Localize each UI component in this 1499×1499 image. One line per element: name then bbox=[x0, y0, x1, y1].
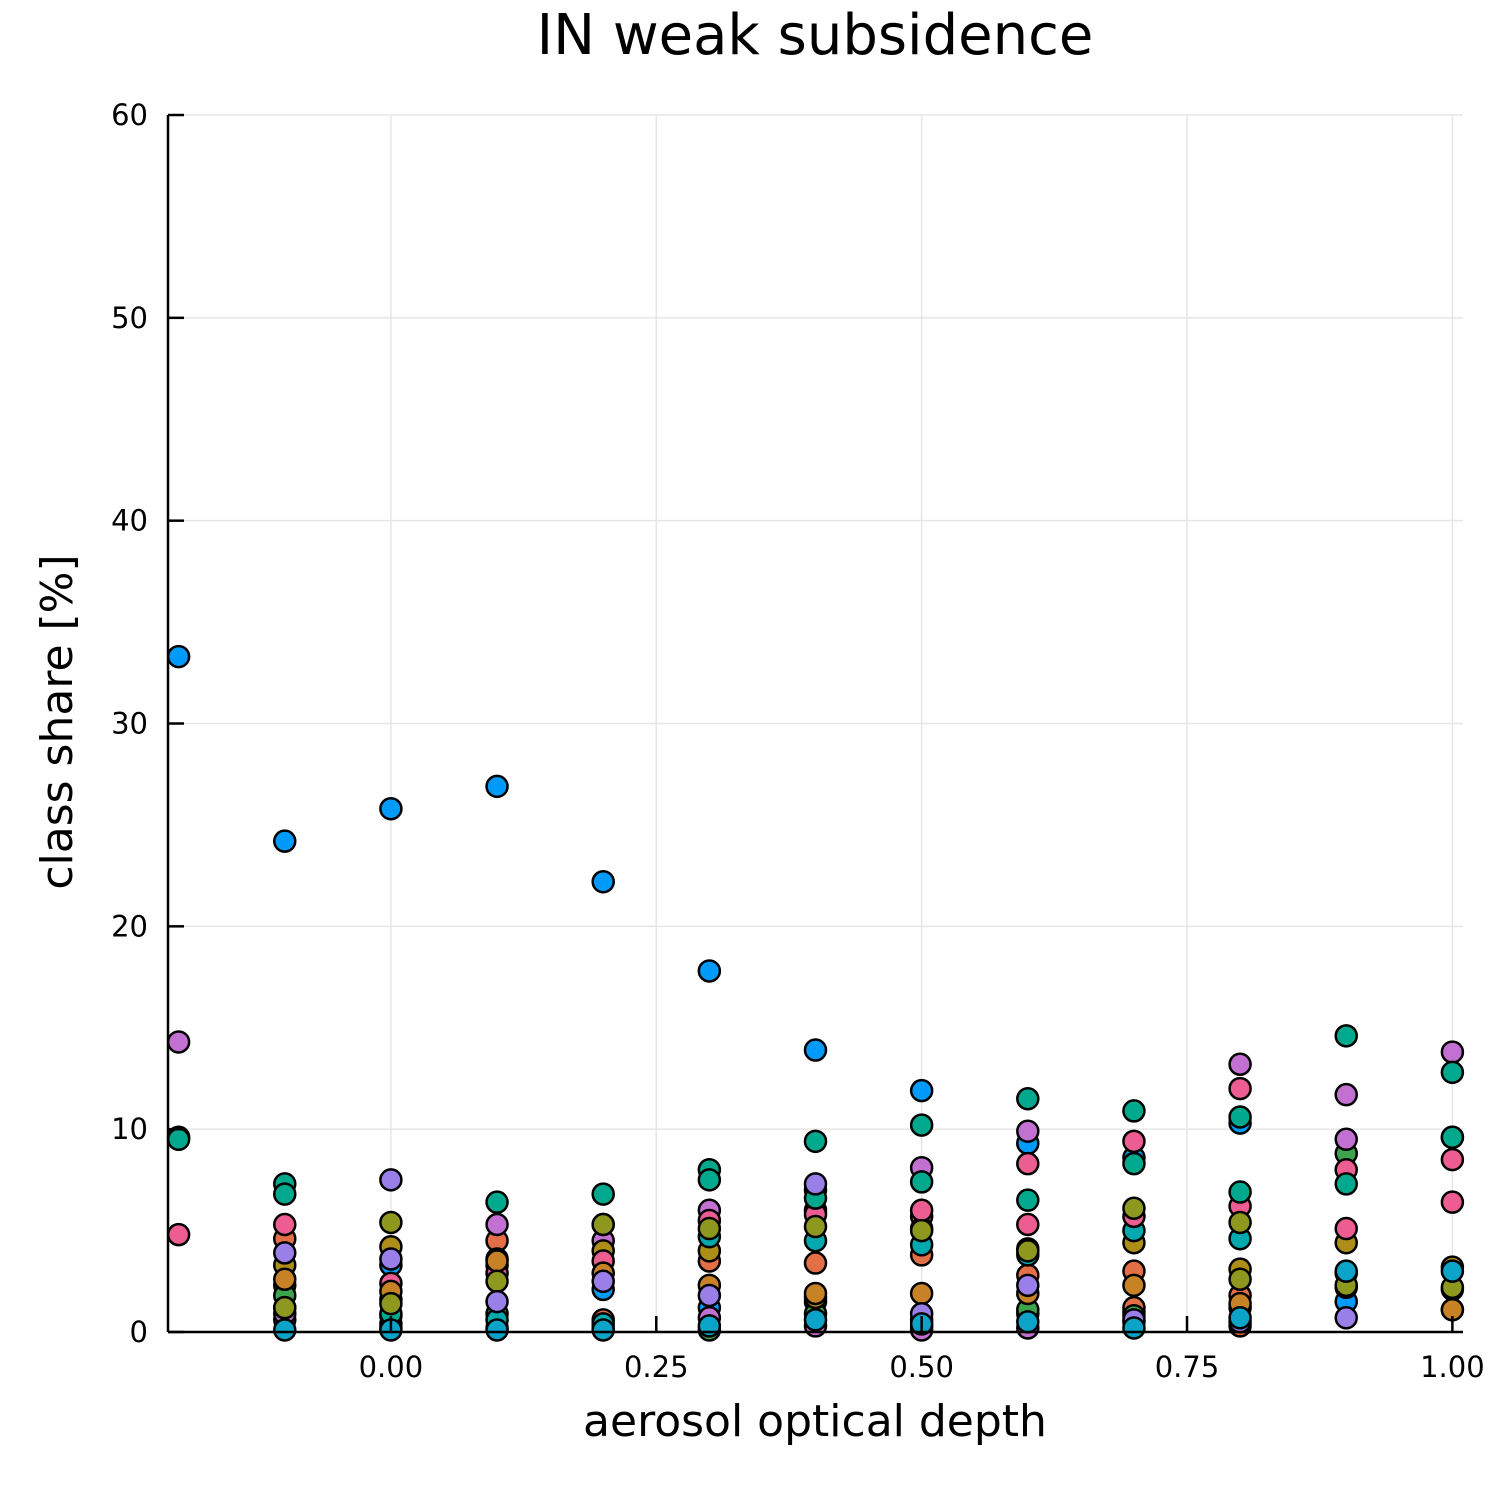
data-point bbox=[485, 1318, 509, 1342]
data-point bbox=[803, 1172, 828, 1196]
data-point bbox=[697, 959, 722, 983]
data-point bbox=[1228, 1210, 1252, 1235]
y-tick-label: 30 bbox=[111, 707, 148, 741]
data-point bbox=[1016, 1119, 1040, 1143]
data-point bbox=[1122, 1129, 1146, 1154]
data-point bbox=[166, 1127, 191, 1152]
data-point bbox=[379, 1210, 403, 1235]
data-point bbox=[1440, 1060, 1465, 1085]
data-point bbox=[1334, 1024, 1358, 1048]
data-point bbox=[379, 796, 403, 821]
data-point bbox=[1228, 1306, 1252, 1330]
y-axis-title: class share [%] bbox=[32, 554, 83, 889]
data-point bbox=[909, 1078, 934, 1103]
data-point bbox=[1016, 1151, 1040, 1176]
y-tick-label: 40 bbox=[111, 504, 148, 538]
x-axis-title: aerosol optical depth bbox=[583, 1396, 1047, 1447]
data-point bbox=[485, 1212, 509, 1237]
data-point bbox=[379, 1247, 403, 1271]
data-point bbox=[1440, 1125, 1465, 1150]
data-point bbox=[697, 1168, 722, 1192]
data-point bbox=[485, 1190, 509, 1214]
data-point bbox=[485, 774, 509, 799]
x-tick-label: 0.75 bbox=[1155, 1350, 1220, 1384]
data-point bbox=[273, 1241, 297, 1265]
x-tick-label: 0.25 bbox=[624, 1350, 689, 1384]
y-tick-label: 20 bbox=[111, 909, 148, 943]
data-point bbox=[909, 1281, 934, 1306]
data-point bbox=[697, 1283, 722, 1308]
x-tick-label: 0.00 bbox=[359, 1350, 424, 1384]
data-point bbox=[1228, 1180, 1252, 1204]
data-point bbox=[1440, 1040, 1465, 1064]
data-point bbox=[1334, 1306, 1358, 1330]
data-point bbox=[1440, 1190, 1465, 1214]
data-point bbox=[591, 869, 615, 894]
data-point bbox=[591, 1269, 615, 1294]
data-point bbox=[909, 1198, 934, 1223]
y-tick-label: 0 bbox=[130, 1315, 148, 1349]
data-point bbox=[166, 1222, 191, 1247]
data-point bbox=[273, 1318, 297, 1342]
y-tick-label: 60 bbox=[111, 98, 148, 132]
data-point bbox=[1122, 1099, 1146, 1123]
data-point bbox=[591, 1212, 615, 1237]
data-point bbox=[1334, 1216, 1358, 1241]
data-point bbox=[803, 1214, 828, 1239]
data-point bbox=[1122, 1151, 1146, 1176]
data-point bbox=[1228, 1052, 1252, 1077]
data-point bbox=[803, 1251, 828, 1275]
data-point bbox=[803, 1038, 828, 1062]
data-point bbox=[909, 1170, 934, 1194]
data-point bbox=[803, 1308, 828, 1332]
data-point bbox=[273, 1295, 297, 1320]
data-point bbox=[591, 1182, 615, 1206]
data-point bbox=[909, 1218, 934, 1243]
data-point bbox=[1122, 1316, 1146, 1340]
data-point bbox=[166, 644, 191, 669]
data-point bbox=[485, 1289, 509, 1314]
y-tick-label: 50 bbox=[111, 301, 148, 335]
data-point bbox=[273, 1182, 297, 1206]
data-point bbox=[1334, 1172, 1358, 1196]
data-point bbox=[1334, 1259, 1358, 1283]
data-point bbox=[1440, 1147, 1465, 1172]
data-point bbox=[166, 1030, 191, 1054]
data-point bbox=[1016, 1188, 1040, 1212]
data-point bbox=[1228, 1076, 1252, 1101]
data-point bbox=[1122, 1273, 1146, 1298]
data-point bbox=[379, 1291, 403, 1316]
data-point bbox=[697, 1314, 722, 1338]
chart-title: IN weak subsidence bbox=[537, 3, 1094, 68]
data-point bbox=[803, 1129, 828, 1154]
x-tick-label: 1.00 bbox=[1420, 1350, 1485, 1384]
data-point bbox=[485, 1249, 509, 1273]
data-point bbox=[1122, 1196, 1146, 1221]
data-point bbox=[273, 1212, 297, 1237]
data-point bbox=[803, 1281, 828, 1306]
data-point bbox=[485, 1269, 509, 1294]
data-point bbox=[1016, 1310, 1040, 1334]
data-point bbox=[1334, 1082, 1358, 1107]
x-tick-label: 0.50 bbox=[889, 1350, 954, 1384]
data-point bbox=[1016, 1212, 1040, 1237]
data-point bbox=[697, 1216, 722, 1241]
data-point bbox=[1016, 1239, 1040, 1263]
data-point bbox=[273, 1267, 297, 1292]
data-point bbox=[909, 1113, 934, 1137]
data-point bbox=[379, 1168, 403, 1192]
data-point bbox=[1228, 1105, 1252, 1129]
x-axis-ticks: 0.00 0.25 0.50 0.75 1.00 bbox=[359, 1316, 1485, 1384]
data-point bbox=[273, 829, 297, 853]
data-points bbox=[166, 644, 1465, 1342]
data-point bbox=[591, 1318, 615, 1342]
data-point bbox=[1228, 1267, 1252, 1292]
data-point bbox=[1016, 1086, 1040, 1111]
data-point bbox=[1440, 1259, 1465, 1283]
data-point bbox=[1334, 1127, 1358, 1152]
y-tick-label: 10 bbox=[111, 1112, 148, 1146]
data-point bbox=[1016, 1273, 1040, 1298]
y-axis-ticks: 0 10 20 30 40 50 60 bbox=[111, 98, 184, 1349]
